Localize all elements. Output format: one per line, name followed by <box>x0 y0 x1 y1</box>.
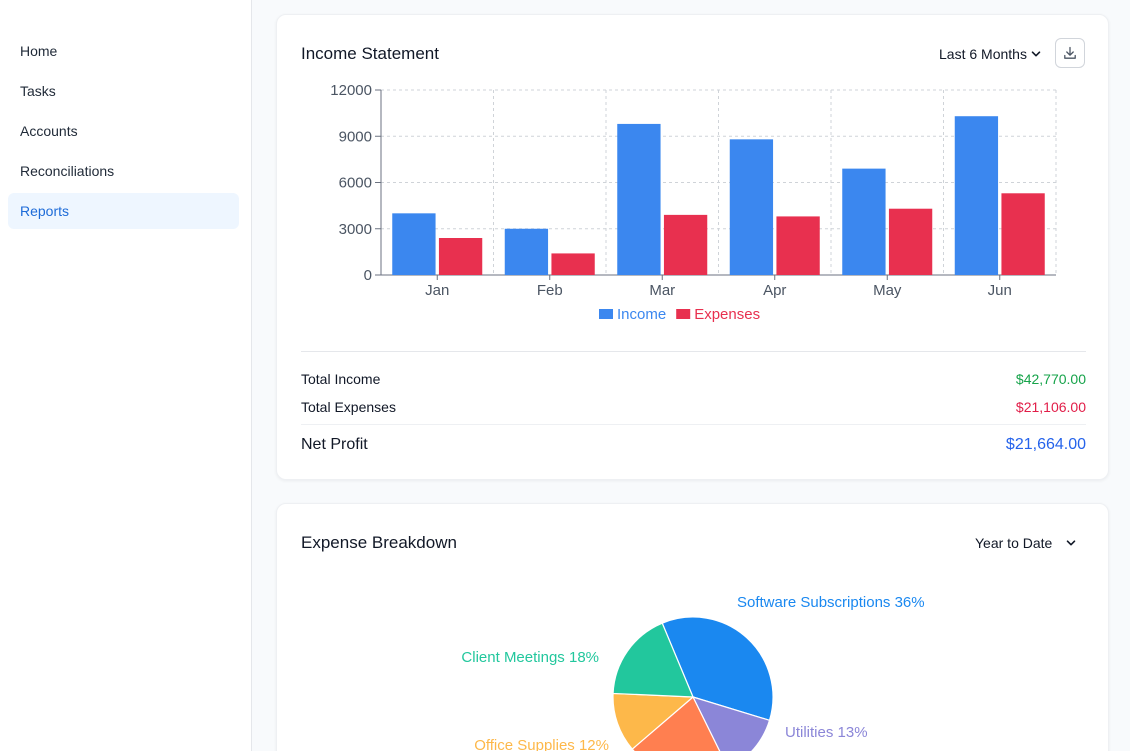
bar-expenses <box>776 216 820 275</box>
expense-period-label: Year to Date <box>975 535 1053 551</box>
summary-divider <box>301 351 1086 352</box>
expense-breakdown-card: Expense Breakdown Year to Date Software … <box>276 503 1109 751</box>
x-tick-label: Apr <box>763 282 786 299</box>
y-tick-label: 9000 <box>339 128 372 145</box>
pie-slice-client-meetings <box>612 622 694 698</box>
bar-income <box>954 116 999 275</box>
total-income-row: Total Income $42,770.00 <box>301 371 1086 387</box>
sidebar: Home Tasks Accounts Reconciliations Repo… <box>0 0 252 751</box>
y-tick-label: 12000 <box>330 82 372 99</box>
total-expenses-row: Total Expenses $21,106.00 <box>301 399 1086 415</box>
period-dropdown[interactable]: Last 6 Months <box>939 46 1041 62</box>
net-profit-label: Net Profit <box>301 436 368 453</box>
x-tick-label: May <box>873 282 902 299</box>
download-button[interactable] <box>1055 38 1085 68</box>
expense-period-dropdown[interactable]: Year to Date <box>975 535 1076 551</box>
income-expenses-bar-chart: 0 3000 6000 9000 12000 Jan Feb Mar Apr May Jun Inco… <box>330 82 1057 323</box>
sidebar-item-reports[interactable]: Reports <box>8 193 239 229</box>
sidebar-item-tasks[interactable]: Tasks <box>20 83 56 99</box>
expense-pie-chart: Software Subscriptions 36%Utilities 13%M… <box>461 594 925 751</box>
period-dropdown-label: Last 6 Months <box>939 46 1027 62</box>
pie-slice-software-subscriptions <box>661 616 774 722</box>
total-income-label: Total Income <box>301 371 381 387</box>
total-expenses-label: Total Expenses <box>301 399 396 415</box>
sidebar-item-accounts[interactable]: Accounts <box>20 123 78 139</box>
bar-expenses <box>438 238 483 275</box>
bar-income <box>729 139 774 275</box>
total-income-value: $42,770.00 <box>1015 371 1086 387</box>
pie-label-software-subscriptions: Software Subscriptions 36% <box>737 594 925 611</box>
income-statement-card: Income Statement Last 6 Months 0 3000 6000… <box>276 14 1109 480</box>
legend-label-expenses: Expenses <box>694 306 760 323</box>
pie-slice-office-supplies <box>612 692 695 750</box>
income-statement-title: Income Statement <box>301 44 439 63</box>
y-tick-label: 3000 <box>339 221 372 238</box>
bar-expenses <box>1001 193 1045 275</box>
bar-expenses <box>551 253 595 275</box>
net-profit-value: $21,664.00 <box>1005 436 1086 453</box>
total-expenses-value: $21,106.00 <box>1015 399 1086 415</box>
legend-swatch-expenses <box>676 309 691 319</box>
y-tick-label: 0 <box>364 267 372 284</box>
y-tick-label: 6000 <box>339 175 372 192</box>
pie-label-office-supplies: Office Supplies 12% <box>474 737 609 751</box>
pie-slice-utilities <box>691 696 771 751</box>
x-tick-label: Mar <box>649 282 675 299</box>
bar-income <box>392 213 436 275</box>
expense-breakdown-title: Expense Breakdown <box>301 533 457 552</box>
x-tick-label: Jan <box>425 282 449 299</box>
x-tick-label: Feb <box>537 282 563 299</box>
bar-income <box>504 228 549 275</box>
chevron-down-icon <box>1066 538 1076 548</box>
net-divider <box>301 424 1086 425</box>
bar-income <box>842 168 886 275</box>
chevron-down-icon <box>1031 49 1041 59</box>
pie-slice-marketing <box>631 696 721 751</box>
sidebar-item-reconciliations[interactable]: Reconciliations <box>20 163 115 179</box>
sidebar-item-home[interactable]: Home <box>20 43 58 59</box>
net-profit-row: Net Profit $21,664.00 <box>301 436 1086 454</box>
legend-label-income: Income <box>617 306 666 323</box>
x-tick-label: Jun <box>988 282 1012 299</box>
legend-swatch-income <box>599 309 613 319</box>
bar-income <box>617 123 661 276</box>
download-icon <box>1063 46 1077 60</box>
bar-expenses <box>888 208 933 275</box>
pie-label-utilities: Utilities 13% <box>785 724 868 741</box>
bar-expenses <box>663 214 708 275</box>
pie-label-client-meetings: Client Meetings 18% <box>461 649 599 666</box>
